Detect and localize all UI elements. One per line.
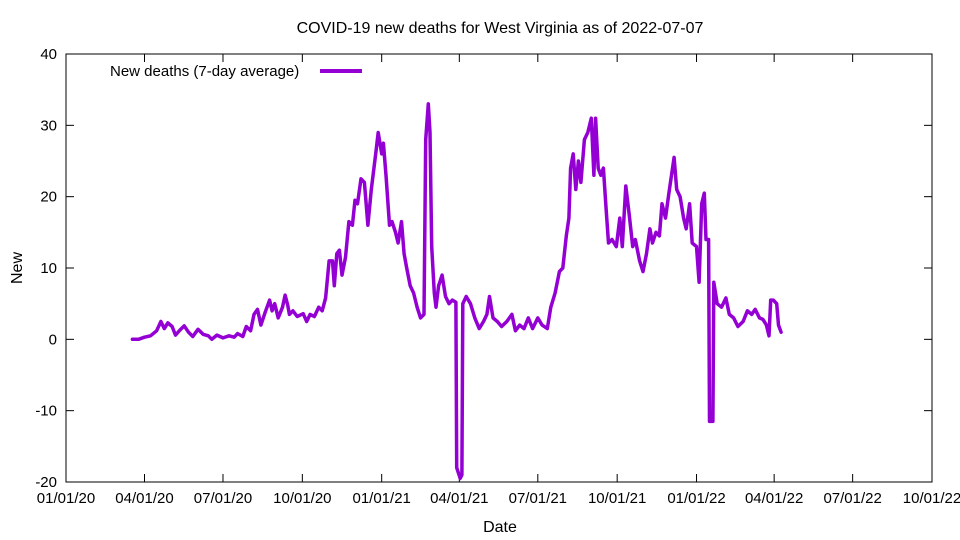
y-tick-label: 0 xyxy=(49,331,57,348)
y-tick-label: 30 xyxy=(40,117,57,134)
x-tick-label: 04/01/20 xyxy=(115,490,173,507)
x-tick-label: 01/01/21 xyxy=(352,490,410,507)
y-tick-label: -10 xyxy=(35,403,57,420)
y-tick-label: 10 xyxy=(40,260,57,277)
chart-title: COVID-19 new deaths for West Virginia as… xyxy=(297,20,704,37)
x-tick-label: 07/01/20 xyxy=(194,490,252,507)
y-axis: -20 -10 0 10 20 30 40 xyxy=(35,46,932,491)
x-tick-label: 04/01/21 xyxy=(430,490,488,507)
x-axis-label: Date xyxy=(483,519,517,536)
x-tick-label: 01/01/20 xyxy=(37,490,95,507)
y-tick-label: 20 xyxy=(40,189,57,206)
x-tick-label: 10/01/21 xyxy=(588,490,646,507)
y-tick-label: -20 xyxy=(35,474,57,491)
y-axis-label: New xyxy=(9,252,26,284)
series-line xyxy=(130,102,783,481)
series-layer xyxy=(130,102,783,481)
x-tick-label: 04/01/22 xyxy=(745,490,803,507)
y-tick-label: 40 xyxy=(40,46,57,63)
x-tick-label: 10/01/20 xyxy=(273,490,331,507)
x-tick-label: 07/01/21 xyxy=(509,490,567,507)
x-tick-label: 10/01/22 xyxy=(903,490,960,507)
legend: New deaths (7-day average) xyxy=(110,63,362,80)
legend-label: New deaths (7-day average) xyxy=(110,63,299,80)
x-tick-label: 07/01/22 xyxy=(823,490,881,507)
plot-frame xyxy=(65,53,933,483)
x-tick-label: 01/01/22 xyxy=(667,490,725,507)
x-axis: 01/01/20 04/01/20 07/01/20 10/01/20 01/01/21… xyxy=(37,54,960,507)
